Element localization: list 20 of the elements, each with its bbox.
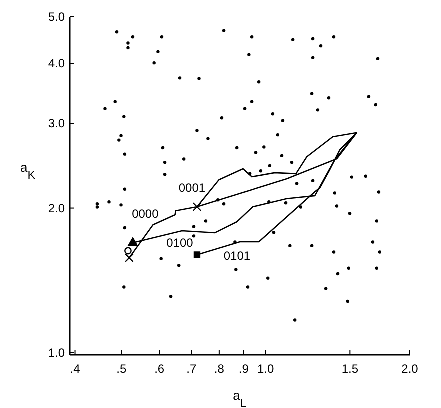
y-tick-label: 1.0 <box>48 346 66 360</box>
x-tick-label: 2.0 <box>402 362 419 376</box>
x-tick-label: .5 <box>116 362 127 376</box>
x-tick-label: .8 <box>214 362 225 376</box>
y-tick-label: 4.0 <box>48 56 66 71</box>
x-tick-label: .4 <box>70 362 81 376</box>
x-tick-label: 1.0 <box>257 362 274 376</box>
series-label: 0100 <box>166 236 194 250</box>
y-tick-label: 2.0 <box>48 201 66 216</box>
x-axis-title: a$_{L}$ <box>233 388 248 408</box>
y-tick-label: 3.0 <box>48 116 66 131</box>
series-label: 0000 <box>132 207 160 222</box>
series-label: 0001 <box>178 181 206 196</box>
series-label: 0101 <box>224 249 251 264</box>
x-tick-label: .7 <box>186 362 197 376</box>
x-tick-label: 1.5 <box>342 362 359 376</box>
x-tick-label: .9 <box>238 362 250 376</box>
y-axis-title: a$_{K}$ <box>20 160 36 182</box>
x-tick-label: .6 <box>154 362 165 376</box>
y-tick-label: 5.0 <box>48 10 66 24</box>
